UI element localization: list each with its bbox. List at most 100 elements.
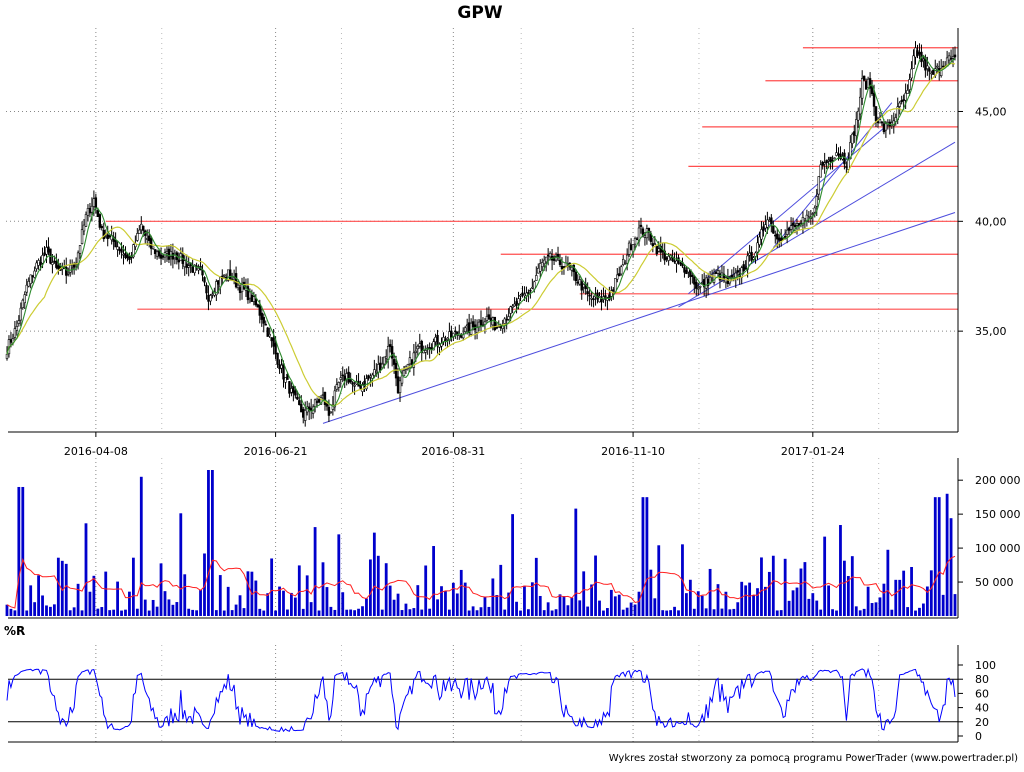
candle-body xyxy=(124,253,127,258)
volume-bar xyxy=(222,610,226,616)
volume-bar xyxy=(578,600,582,616)
volume-bar xyxy=(175,602,179,616)
volume-bar xyxy=(523,585,526,616)
volume-bar xyxy=(131,557,135,616)
candle-body xyxy=(517,298,520,304)
volume-bar xyxy=(527,609,530,616)
candle-body xyxy=(381,363,384,368)
volume-bar xyxy=(736,602,740,616)
candle-body xyxy=(537,268,540,274)
volume-bar xyxy=(21,486,25,616)
candle-body xyxy=(813,207,816,213)
candle-body xyxy=(505,318,508,321)
candle-body xyxy=(758,236,761,245)
volume-bar xyxy=(507,592,511,616)
candle-body xyxy=(151,246,155,249)
candle-body xyxy=(578,279,581,285)
candle-body xyxy=(675,260,678,265)
candle-body xyxy=(693,276,696,285)
candle-body xyxy=(434,336,437,343)
candle-body xyxy=(511,305,514,308)
volume-bar xyxy=(594,555,597,616)
volume-bar xyxy=(613,596,617,616)
date-axis-ticks: 2016-04-08 2016-06-21 2016-08-31 2016-11-10… xyxy=(64,432,845,458)
date-tick-label: 2016-11-10 xyxy=(601,445,665,458)
volume-bar xyxy=(124,609,127,616)
candle-body xyxy=(211,293,214,296)
candle-body xyxy=(276,352,279,365)
candle-body xyxy=(120,248,123,253)
candle-body xyxy=(153,249,157,255)
candle-body xyxy=(462,334,465,339)
volume-bar xyxy=(329,606,333,616)
candle-body xyxy=(369,375,372,378)
candle-body xyxy=(240,284,244,293)
candle-body xyxy=(274,343,277,355)
candle-body xyxy=(930,72,933,75)
volume-bar xyxy=(728,609,732,616)
volume-bar xyxy=(80,610,84,616)
volume-bar xyxy=(400,610,404,616)
williams-r-series xyxy=(6,667,956,733)
candle-body xyxy=(309,408,313,411)
volume-bar xyxy=(357,608,360,616)
volume-bar xyxy=(925,586,929,616)
volume-bar xyxy=(866,586,870,616)
williams-r-label: %R xyxy=(4,624,25,638)
candle-body xyxy=(31,275,34,278)
candle-body xyxy=(94,197,98,208)
volume-bar xyxy=(424,565,428,616)
volume-bar xyxy=(475,610,479,616)
candle-body xyxy=(86,208,90,216)
candle-body xyxy=(317,399,321,403)
candle-body xyxy=(849,142,852,160)
volume-bar xyxy=(135,608,139,616)
volume-bar xyxy=(807,598,811,616)
volume-bar xyxy=(534,557,538,616)
candle-body xyxy=(853,131,856,136)
volume-bar xyxy=(353,610,356,616)
volume-bar xyxy=(120,610,123,616)
candle-body xyxy=(859,96,862,115)
candle-body xyxy=(165,251,169,254)
candle-body xyxy=(446,337,449,340)
volume-gridlines xyxy=(95,458,880,618)
candle-body xyxy=(68,264,72,273)
volume-bar xyxy=(914,610,917,616)
date-tick-label: 2016-04-08 xyxy=(64,445,128,458)
candle-body xyxy=(736,270,739,273)
candle-body xyxy=(234,273,238,288)
candle-body xyxy=(558,259,562,265)
volume-bar xyxy=(708,568,712,616)
volume-bar xyxy=(906,607,910,616)
candle-body xyxy=(345,373,348,380)
candle-body xyxy=(710,278,714,281)
volume-bar xyxy=(933,497,937,616)
volume-bar xyxy=(108,610,112,616)
volume-average-line xyxy=(6,555,956,609)
candle-body xyxy=(525,292,528,297)
volume-bar xyxy=(226,586,230,616)
volume-bar xyxy=(519,610,522,616)
volume-bar xyxy=(282,590,285,616)
volume-bar xyxy=(92,575,96,616)
volume-bar xyxy=(669,610,673,616)
candle-body xyxy=(949,57,953,60)
volume-bar xyxy=(712,609,716,616)
candle-body xyxy=(39,262,42,266)
volume-bar xyxy=(653,598,657,616)
candle-body xyxy=(683,267,686,273)
candle-body xyxy=(157,250,161,257)
volume-bar xyxy=(321,562,325,616)
volume-bar xyxy=(412,608,416,616)
volume-bar xyxy=(444,591,447,616)
candle-body xyxy=(845,166,848,168)
candle-body xyxy=(752,257,755,260)
volume-bar xyxy=(748,582,752,616)
short-moving-average-line xyxy=(6,54,956,412)
candle-body xyxy=(116,246,119,250)
candle-body xyxy=(855,119,858,137)
candle-body xyxy=(495,326,499,329)
candle-body xyxy=(353,384,356,387)
candle-body xyxy=(592,298,595,301)
